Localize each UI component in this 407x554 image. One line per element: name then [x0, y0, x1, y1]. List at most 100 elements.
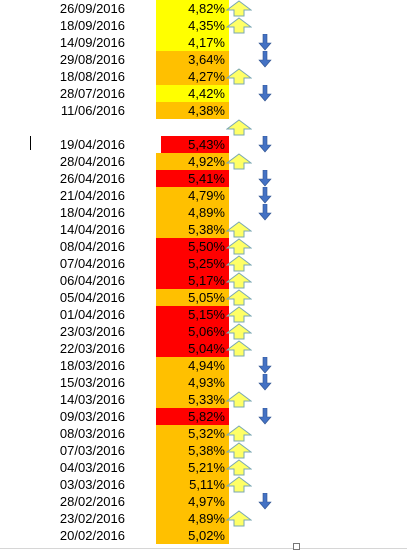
date-cell[interactable]: 07/04/2016: [59, 256, 125, 271]
date-cell[interactable]: 05/04/2016: [59, 290, 125, 305]
table-row: 19/04/2016 5,43%: [0, 135, 300, 156]
date-cell[interactable]: 14/03/2016: [59, 392, 125, 407]
table-row: 28/07/2016 4,42%: [0, 84, 300, 105]
rate-cell[interactable]: 5,02%: [156, 527, 229, 544]
rate-cell[interactable]: 5,04%: [156, 340, 229, 357]
date-cell[interactable]: 06/04/2016: [59, 273, 125, 288]
date-cell[interactable]: 28/02/2016: [59, 494, 125, 509]
date-cell[interactable]: 08/04/2016: [59, 239, 125, 254]
table-row: 18/08/2016 4,27%: [0, 68, 300, 85]
up-arrow-icon: [225, 119, 253, 139]
table-row: 15/03/2016 4,93%: [0, 373, 300, 391]
date-cell[interactable]: 15/03/2016: [59, 375, 125, 390]
up-arrow-icon: [225, 340, 253, 360]
table-row: 26/09/2016 4,82%: [0, 0, 300, 17]
rate-cell[interactable]: 4,82%: [156, 0, 229, 17]
rate-cell[interactable]: 5,38%: [156, 221, 229, 238]
rate-cell[interactable]: 4,94%: [156, 357, 229, 374]
date-cell[interactable]: 11/06/2016: [60, 103, 125, 118]
table-row: 14/09/2016 4,17%: [0, 33, 300, 51]
rate-cell[interactable]: 4,42%: [156, 85, 229, 102]
table-row: 11/06/2016 4,38%: [0, 102, 300, 119]
date-cell[interactable]: 18/09/2016: [59, 18, 125, 33]
date-cell[interactable]: 23/03/2016: [59, 324, 125, 339]
rate-cell[interactable]: 4,35%: [156, 17, 229, 34]
rate-cell[interactable]: 5,43%: [161, 136, 229, 153]
up-arrow-icon: [225, 442, 253, 462]
table-row: 23/02/2016 4,89%: [0, 510, 300, 527]
rate-cell[interactable]: 5,32%: [156, 425, 229, 442]
date-cell[interactable]: [20, 119, 125, 136]
fill-handle[interactable]: [293, 543, 300, 550]
table-row: 18/03/2016 4,94%: [0, 356, 300, 374]
rate-cell[interactable]: 4,89%: [156, 510, 229, 527]
down-arrow-icon: [258, 169, 272, 190]
up-arrow-icon: [225, 272, 253, 292]
date-cell[interactable]: 21/04/2016: [59, 188, 125, 203]
down-arrow-icon: [258, 186, 272, 207]
rate-cell[interactable]: 5,25%: [156, 255, 229, 272]
text-cursor: [30, 136, 31, 150]
rate-cell[interactable]: 4,38%: [156, 102, 229, 119]
date-cell[interactable]: 18/08/2016: [59, 69, 125, 84]
rate-cell[interactable]: 5,21%: [156, 459, 229, 476]
up-arrow-icon: [225, 425, 253, 445]
table-row: 20/02/2016 5,02%: [0, 527, 300, 544]
table-row: 23/03/2016 5,06%: [0, 323, 300, 340]
down-arrow-icon: [258, 407, 272, 428]
date-cell[interactable]: 07/03/2016: [59, 443, 125, 458]
date-cell[interactable]: 08/03/2016: [59, 426, 125, 441]
rate-cell[interactable]: 5,33%: [156, 391, 229, 408]
rate-cell[interactable]: 4,17%: [156, 34, 229, 51]
rate-cell[interactable]: 4,93%: [156, 374, 229, 391]
down-arrow-icon: [258, 135, 272, 156]
table-row: 22/03/2016 5,04%: [0, 340, 300, 357]
date-cell[interactable]: 14/04/2016: [59, 222, 125, 237]
date-cell[interactable]: 28/07/2016: [59, 86, 125, 101]
date-cell[interactable]: 28/04/2016: [59, 154, 125, 169]
table-row: 26/04/2016 5,41%: [0, 169, 300, 190]
rate-cell[interactable]: 4,79%: [156, 187, 229, 204]
date-cell[interactable]: 18/04/2016: [59, 205, 125, 220]
date-cell[interactable]: 18/03/2016: [59, 358, 125, 373]
date-cell[interactable]: 03/03/2016: [59, 477, 125, 492]
up-arrow-icon: [225, 323, 253, 343]
rate-cell[interactable]: 5,17%: [156, 272, 229, 289]
table-row: 18/09/2016 4,35%: [0, 17, 300, 34]
table-row: 28/02/2016 4,97%: [0, 492, 300, 510]
table-row: 04/03/2016 5,21%: [0, 459, 300, 476]
date-cell[interactable]: 22/03/2016: [59, 341, 125, 356]
date-cell[interactable]: 01/04/2016: [59, 307, 125, 322]
date-cell[interactable]: 09/03/2016: [59, 409, 125, 424]
date-cell[interactable]: 26/09/2016: [59, 1, 125, 16]
rate-cell[interactable]: 3,64%: [156, 51, 229, 68]
rate-cell[interactable]: 5,11%: [156, 476, 229, 493]
table-row: 08/03/2016 5,32%: [0, 425, 300, 442]
rate-cell[interactable]: 5,41%: [156, 170, 229, 187]
date-cell[interactable]: 29/08/2016: [59, 52, 125, 67]
rate-cell[interactable]: 5,82%: [156, 408, 229, 425]
date-cell[interactable]: 19/04/2016: [59, 137, 125, 152]
rate-cell[interactable]: 5,15%: [156, 306, 229, 323]
rate-cell[interactable]: 5,06%: [156, 323, 229, 340]
rate-cell[interactable]: 4,27%: [156, 68, 229, 85]
date-cell[interactable]: 23/02/2016: [59, 511, 125, 526]
table-row: 29/08/2016 3,64%: [0, 50, 300, 68]
rate-cell[interactable]: 4,92%: [156, 153, 229, 170]
date-cell[interactable]: 14/09/2016: [59, 35, 125, 50]
rate-cell[interactable]: 5,50%: [156, 238, 229, 255]
date-cell[interactable]: 20/02/2016: [59, 528, 125, 543]
rate-cell[interactable]: 5,38%: [156, 442, 229, 459]
rate-cell[interactable]: 4,97%: [156, 493, 229, 510]
rate-cell[interactable]: 5,05%: [156, 289, 229, 306]
down-arrow-icon: [258, 203, 272, 224]
date-cell[interactable]: 04/03/2016: [59, 460, 125, 475]
rate-cell[interactable]: 4,89%: [156, 204, 229, 221]
up-arrow-icon: [225, 221, 253, 241]
down-arrow-icon: [258, 84, 272, 105]
table-row: 09/03/2016 5,82%: [0, 407, 300, 428]
table-row: [0, 119, 300, 136]
date-cell[interactable]: 26/04/2016: [59, 171, 125, 186]
up-arrow-icon: [225, 459, 253, 479]
